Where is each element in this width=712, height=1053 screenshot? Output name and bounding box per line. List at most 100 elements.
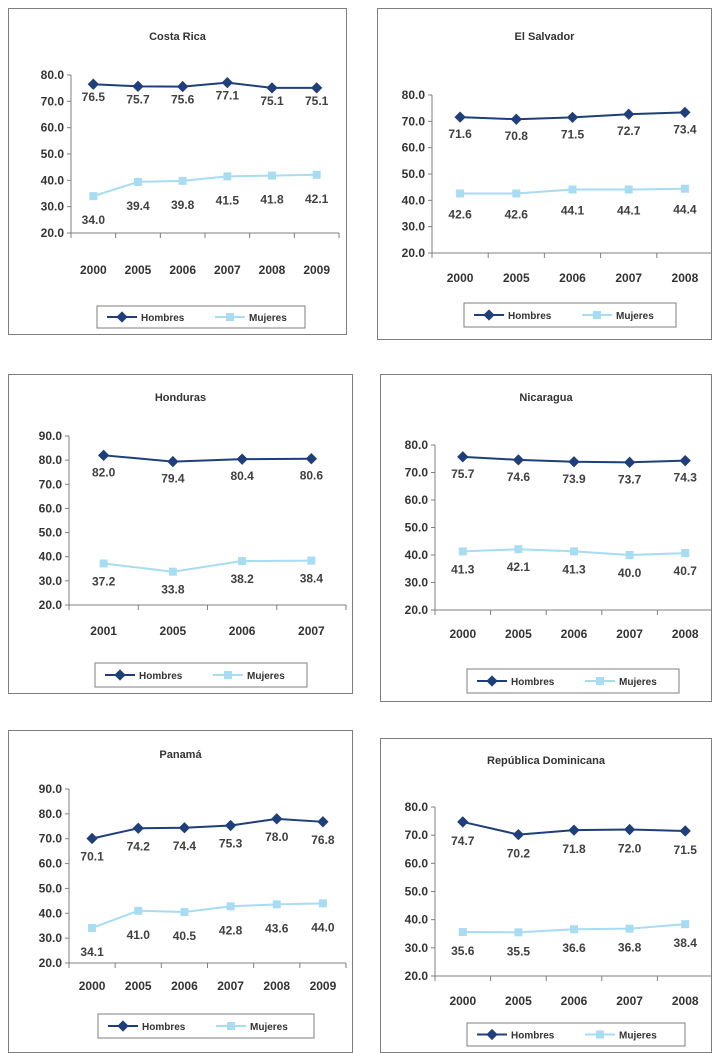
- data-point-hombres: [167, 455, 179, 468]
- x-tick-label: 2006: [561, 994, 588, 1008]
- data-point-hombres: [86, 832, 98, 845]
- chart-svg: Nicaragua 20.0 30.0 40.0 50.0 60.0 70.0 80.0 200…: [405, 392, 711, 694]
- chart-title: Honduras: [155, 392, 206, 404]
- chart-svg: El Salvador 20.0 30.0 40.0 50.0 60.0 70.0 80.0 2…: [402, 31, 711, 328]
- x-tick-label: 2008: [259, 263, 286, 277]
- data-label: 80.6: [300, 469, 324, 483]
- data-label: 73.7: [618, 472, 642, 486]
- y-tick-label: 30.0: [39, 931, 63, 945]
- y-tick-label: 60.0: [39, 501, 63, 515]
- y-tick-label: 70.0: [39, 832, 63, 846]
- chart-title: El Salvador: [515, 31, 576, 43]
- data-point-hombres: [679, 455, 691, 467]
- x-tick-label: 2008: [672, 627, 699, 641]
- data-point-hombres: [236, 453, 248, 465]
- data-label: 71.6: [448, 127, 472, 141]
- data-point-hombres: [132, 80, 144, 92]
- y-tick-label: 70.0: [405, 828, 429, 842]
- data-label: 74.7: [451, 834, 475, 848]
- data-point-mujeres: [318, 899, 327, 908]
- data-point-mujeres: [514, 545, 523, 554]
- data-point-mujeres: [99, 559, 108, 568]
- data-point-mujeres: [238, 557, 247, 566]
- data-label: 72.7: [617, 124, 641, 138]
- data-point-hombres: [679, 825, 691, 837]
- x-tick-label: 2007: [217, 979, 244, 993]
- data-point-mujeres: [681, 549, 690, 558]
- data-label: 34.1: [80, 945, 104, 959]
- data-point-hombres: [457, 451, 469, 463]
- x-tick-label: 2007: [615, 271, 642, 285]
- chart-title: Nicaragua: [519, 392, 573, 404]
- y-tick-label: 60.0: [41, 121, 65, 135]
- data-label: 42.6: [448, 207, 472, 221]
- data-point-hombres: [305, 453, 318, 465]
- data-point-mujeres: [625, 551, 634, 559]
- y-tick-label: 30.0: [402, 220, 426, 234]
- data-label: 70.8: [505, 129, 529, 143]
- data-point-hombres: [679, 106, 691, 119]
- data-point-mujeres: [88, 923, 97, 932]
- legend-label-hombres: Hombres: [142, 1022, 186, 1033]
- data-label: 82.0: [92, 465, 116, 479]
- data-point-mujeres: [268, 171, 276, 180]
- y-tick-label: 40.0: [405, 913, 429, 927]
- data-point-mujeres: [458, 547, 467, 556]
- data-label: 37.2: [92, 574, 116, 588]
- data-point-mujeres: [178, 176, 187, 185]
- y-tick-label: 80.0: [405, 438, 429, 452]
- x-tick-label: 2005: [505, 994, 532, 1008]
- legend-label-hombres: Hombres: [139, 671, 183, 682]
- y-tick-label: 50.0: [402, 167, 426, 181]
- data-label: 43.6: [265, 921, 289, 935]
- data-label: 41.0: [127, 928, 151, 942]
- y-tick-label: 70.0: [402, 114, 426, 128]
- y-tick-label: 50.0: [405, 521, 429, 535]
- x-tick-label: 2005: [160, 624, 187, 638]
- x-tick-label: 2000: [79, 979, 106, 993]
- y-tick-label: 20.0: [41, 226, 65, 240]
- data-label: 41.5: [216, 193, 240, 207]
- data-label: 36.6: [562, 941, 586, 955]
- data-label: 41.3: [451, 562, 475, 576]
- data-point-mujeres: [168, 567, 177, 576]
- data-label: 75.1: [260, 94, 284, 108]
- data-label: 41.8: [260, 193, 284, 207]
- data-label: 72.0: [618, 842, 642, 856]
- y-tick-label: 50.0: [41, 147, 65, 161]
- data-label: 75.7: [451, 467, 475, 481]
- series-line-mujeres: [91, 902, 323, 929]
- legend-label-hombres: Hombres: [511, 677, 555, 688]
- y-tick-label: 70.0: [39, 477, 63, 491]
- data-point-mujeres: [456, 189, 465, 198]
- chart-title: República Dominicana: [487, 755, 606, 767]
- legend-label-hombres: Hombres: [508, 311, 552, 322]
- data-label: 74.6: [507, 470, 531, 484]
- x-tick-label: 2007: [616, 627, 643, 641]
- y-tick-label: 80.0: [41, 68, 65, 82]
- data-label: 44.4: [673, 203, 697, 217]
- x-tick-label: 2009: [303, 263, 330, 277]
- data-point-mujeres: [458, 928, 467, 937]
- legend-label-mujeres: Mujeres: [619, 1031, 657, 1042]
- series-line-hombres: [91, 817, 323, 840]
- legend-box: [466, 1022, 686, 1047]
- data-point-hombres: [623, 456, 636, 468]
- data-label: 76.5: [82, 90, 106, 104]
- data-point-hombres: [623, 108, 635, 120]
- data-point-mujeres: [681, 920, 690, 929]
- data-point-mujeres: [223, 172, 232, 181]
- series-line-mujeres: [103, 559, 312, 573]
- data-label: 35.6: [451, 944, 475, 958]
- data-label: 77.1: [216, 89, 240, 103]
- y-tick-label: 40.0: [39, 550, 63, 564]
- data-label: 78.0: [265, 830, 289, 844]
- data-label: 41.3: [562, 562, 586, 576]
- data-label: 71.5: [674, 843, 698, 857]
- chart-panel-nicaragua: Nicaragua 20.0 30.0 40.0 50.0 60.0 70.0 80.0 200…: [380, 374, 712, 702]
- y-tick-label: 30.0: [405, 576, 429, 590]
- data-label: 73.4: [673, 122, 697, 136]
- data-label: 73.9: [562, 472, 586, 486]
- x-tick-label: 2005: [503, 271, 530, 285]
- x-tick-label: 2006: [171, 979, 198, 993]
